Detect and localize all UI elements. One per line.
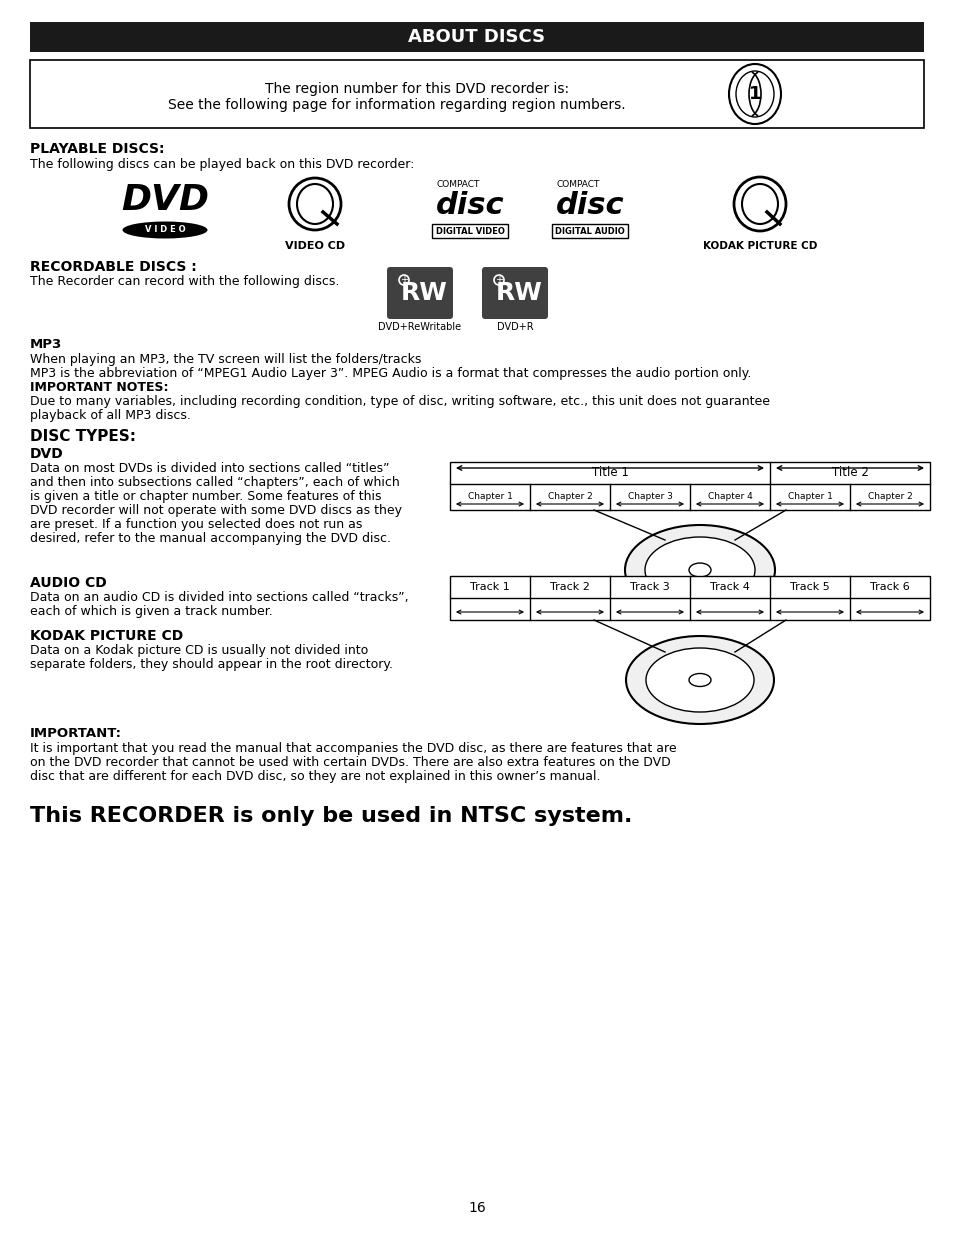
Text: disc that are different for each DVD disc, so they are not explained in this own: disc that are different for each DVD dis… [30,769,599,783]
Text: is given a title or chapter number. Some features of this: is given a title or chapter number. Some… [30,490,381,503]
Text: Track 6: Track 6 [869,582,909,592]
Text: each of which is given a track number.: each of which is given a track number. [30,605,273,618]
Text: ABOUT DISCS: ABOUT DISCS [408,28,545,46]
Ellipse shape [625,636,773,724]
Ellipse shape [733,177,785,231]
Text: are preset. If a function you selected does not run as: are preset. If a function you selected d… [30,517,362,531]
Text: Title 1: Title 1 [591,467,628,479]
Text: MP3 is the abbreviation of “MPEG1 Audio Layer 3”. MPEG Audio is a format that co: MP3 is the abbreviation of “MPEG1 Audio … [30,367,751,380]
Text: Track 4: Track 4 [709,582,749,592]
Text: See the following page for information regarding region numbers.: See the following page for information r… [168,98,625,112]
Text: and then into subsections called “chapters”, each of which: and then into subsections called “chapte… [30,475,399,489]
Text: The following discs can be played back on this DVD recorder:: The following discs can be played back o… [30,158,414,170]
Text: DVD: DVD [121,183,209,217]
Text: 16: 16 [468,1200,485,1215]
Text: DIGITAL VIDEO: DIGITAL VIDEO [436,226,504,236]
Text: PLAYABLE DISCS:: PLAYABLE DISCS: [30,142,164,156]
Text: The region number for this DVD recorder is:: The region number for this DVD recorder … [265,82,569,96]
Text: desired, refer to the manual accompanying the DVD disc.: desired, refer to the manual accompanyin… [30,532,391,545]
Ellipse shape [494,275,503,285]
FancyBboxPatch shape [387,267,453,319]
Text: 1: 1 [748,85,760,103]
Text: When playing an MP3, the TV screen will list the folders/tracks: When playing an MP3, the TV screen will … [30,353,421,366]
Text: Chapter 3: Chapter 3 [627,492,672,501]
FancyBboxPatch shape [481,267,547,319]
Text: Chapter 2: Chapter 2 [547,492,592,501]
Text: COMPACT: COMPACT [557,180,599,189]
Text: Chapter 1: Chapter 1 [467,492,512,501]
Text: RECORDABLE DISCS :: RECORDABLE DISCS : [30,261,196,274]
Text: V I D E O: V I D E O [145,226,185,235]
Text: Data on a Kodak picture CD is usually not divided into: Data on a Kodak picture CD is usually no… [30,643,368,657]
Text: Chapter 2: Chapter 2 [866,492,911,501]
Bar [432,224,507,238]
Text: This RECORDER is only be used in NTSC system.: This RECORDER is only be used in NTSC sy… [30,806,632,826]
Text: IMPORTANT:: IMPORTANT: [30,727,122,740]
Text: KODAK PICTURE CD: KODAK PICTURE CD [30,629,183,643]
Text: Data on most DVDs is divided into sections called “titles”: Data on most DVDs is divided into sectio… [30,462,389,475]
Text: Chapter 4: Chapter 4 [707,492,752,501]
Bar [30,22,923,52]
Ellipse shape [645,648,753,713]
Text: DIGITAL AUDIO: DIGITAL AUDIO [555,226,624,236]
Text: Track 2: Track 2 [550,582,589,592]
Bar [450,576,929,620]
Text: DVD recorder will not operate with some DVD discs as they: DVD recorder will not operate with some … [30,504,401,517]
Text: DVD+ReWritable: DVD+ReWritable [378,322,461,332]
Bar [450,462,929,510]
Text: Track 1: Track 1 [470,582,509,592]
Ellipse shape [644,537,754,603]
Text: DVD+R: DVD+R [497,322,533,332]
Ellipse shape [688,563,710,577]
Ellipse shape [741,184,778,224]
Ellipse shape [735,70,773,117]
Text: RW: RW [495,282,542,305]
Text: DVD: DVD [30,447,64,461]
Text: Title 2: Title 2 [831,467,867,479]
Text: disc: disc [555,191,623,220]
Text: COMPACT: COMPACT [436,180,480,189]
Bar [552,224,627,238]
Text: Chapter 1: Chapter 1 [787,492,832,501]
Bar [30,61,923,128]
Ellipse shape [688,673,710,687]
Text: +: + [399,275,408,285]
Text: It is important that you read the manual that accompanies the DVD disc, as there: It is important that you read the manual… [30,742,676,755]
Text: playback of all MP3 discs.: playback of all MP3 discs. [30,409,191,422]
Text: Track 3: Track 3 [630,582,669,592]
Ellipse shape [398,275,409,285]
Text: RW: RW [400,282,447,305]
Ellipse shape [289,178,340,230]
Text: Due to many variables, including recording condition, type of disc, writing soft: Due to many variables, including recordi… [30,395,769,408]
Text: DISC TYPES:: DISC TYPES: [30,429,136,445]
Text: separate folders, they should appear in the root directory.: separate folders, they should appear in … [30,658,393,671]
Text: Track 5: Track 5 [789,582,829,592]
Text: disc: disc [436,191,504,220]
Text: on the DVD recorder that cannot be used with certain DVDs. There are also extra : on the DVD recorder that cannot be used … [30,756,670,769]
Text: VIDEO CD: VIDEO CD [285,241,345,251]
Text: +: + [495,275,502,285]
Text: IMPORTANT NOTES:: IMPORTANT NOTES: [30,382,169,394]
Text: AUDIO CD: AUDIO CD [30,576,107,590]
Text: Data on an audio CD is divided into sections called “tracks”,: Data on an audio CD is divided into sect… [30,592,408,604]
Ellipse shape [296,184,333,224]
Ellipse shape [122,221,208,238]
Text: MP3: MP3 [30,338,62,351]
Text: The Recorder can record with the following discs.: The Recorder can record with the followi… [30,275,339,288]
Text: KODAK PICTURE CD: KODAK PICTURE CD [702,241,817,251]
Ellipse shape [624,525,774,615]
Ellipse shape [728,64,781,124]
